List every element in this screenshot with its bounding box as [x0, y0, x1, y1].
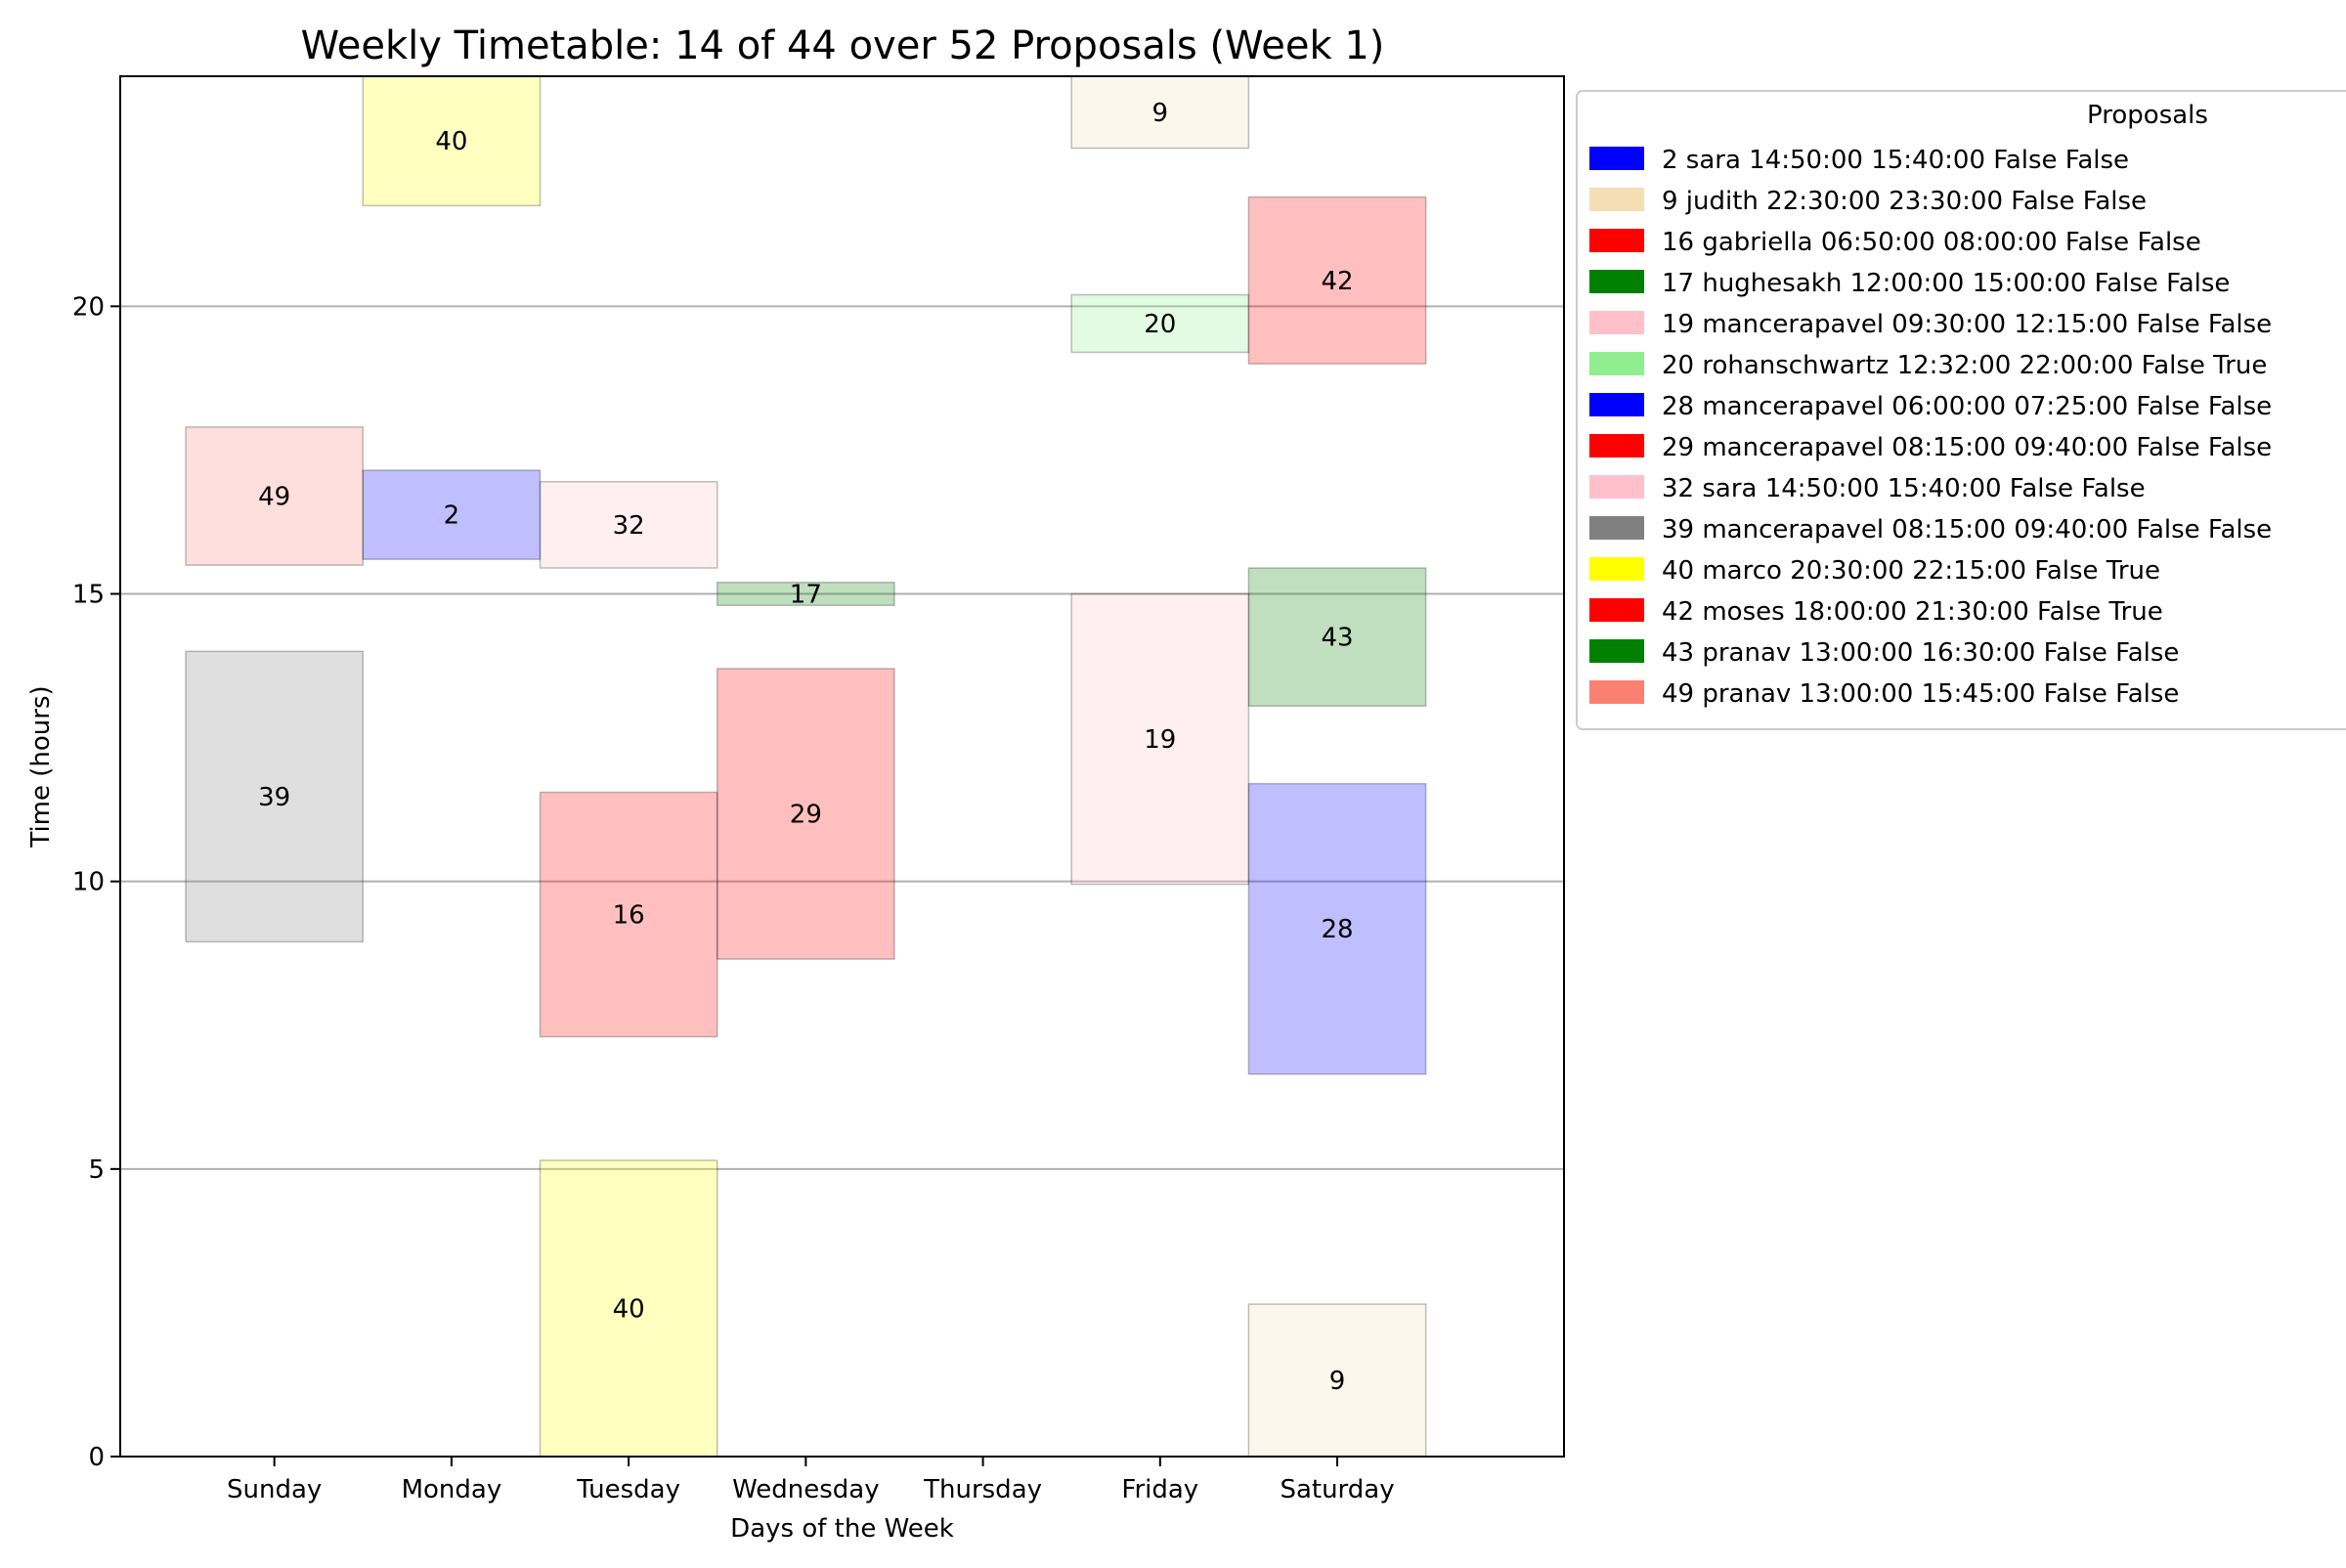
legend-swatch [1589, 188, 1644, 211]
proposal-block [185, 426, 365, 566]
y-tick-label: 0 [88, 1443, 105, 1472]
legend-swatch [1589, 352, 1644, 375]
legend-swatch [1589, 475, 1644, 499]
chart-title: Weekly Timetable: 14 of 44 over 52 Propo… [301, 23, 1385, 68]
legend-swatch [1589, 598, 1644, 622]
proposal-block-label: 28 [1321, 915, 1353, 944]
x-tick-label: Saturday [1280, 1475, 1394, 1504]
y-tick-label: 5 [88, 1155, 105, 1185]
legend-swatch [1589, 393, 1644, 416]
proposal-block [539, 791, 718, 1038]
proposal-block [1247, 1303, 1427, 1458]
gridlines [120, 305, 1564, 1170]
proposal-block-label: 16 [613, 900, 645, 930]
proposal-block [185, 650, 365, 943]
legend-box [1576, 90, 2346, 730]
legend-swatch [1589, 434, 1644, 457]
legend-entry-label: 19 mancerapavel 09:30:00 12:15:00 False … [1662, 310, 2272, 339]
legend-entry-label: 43 pranav 13:00:00 16:30:00 False False [1662, 638, 2179, 668]
proposal-block-label: 19 [1144, 725, 1176, 755]
proposal-block-label: 9 [1152, 99, 1169, 128]
proposal-block [1247, 782, 1427, 1075]
proposal-block [362, 75, 542, 207]
x-axis-label: Days of the Week [730, 1514, 954, 1544]
proposal-block-label: 20 [1144, 310, 1176, 339]
proposal-block [1070, 293, 1250, 354]
proposal-block [1247, 196, 1427, 365]
y-axis: 0 5 10 15 20 [72, 292, 120, 1472]
legend-entry-label: 17 hughesakh 12:00:00 15:00:00 False Fal… [1662, 269, 2230, 298]
x-tick-label: Friday [1121, 1475, 1198, 1504]
legend-entry-label: 9 judith 22:30:00 23:30:00 False False [1662, 187, 2147, 216]
legend-entry-label: 28 mancerapavel 06:00:00 07:25:00 False … [1662, 392, 2272, 421]
x-tick-label: Sunday [227, 1475, 322, 1504]
legend: Proposals 2 sara 14:50:00 15:40:00 False… [1576, 90, 2346, 730]
proposal-block-label: 39 [258, 783, 290, 812]
x-tick-label: Monday [402, 1475, 502, 1504]
proposal-block [1070, 592, 1250, 886]
x-tick-label: Wednesday [732, 1475, 880, 1504]
proposal-blocks: 40 9 20 42 49 2 32 17 43 39 29 19 16 28 40 9 [185, 75, 1427, 1458]
legend-entry-label: 29 mancerapavel 08:15:00 09:40:00 False … [1662, 433, 2272, 462]
proposal-block-label: 49 [258, 482, 290, 511]
legend-entry-label: 49 pranav 13:00:00 15:45:00 False False [1662, 679, 2179, 709]
plot-frame [119, 75, 1565, 1458]
proposal-block-label: 17 [790, 581, 822, 610]
proposal-block-label: 42 [1321, 267, 1353, 296]
legend-swatch [1589, 680, 1644, 704]
y-tick-label: 10 [72, 868, 105, 897]
proposal-block-label: 32 [613, 511, 645, 541]
proposal-block [716, 581, 895, 607]
y-tick-label: 15 [72, 581, 105, 610]
legend-swatch [1589, 557, 1644, 581]
x-axis: Sunday Monday Tuesday Wednesday Thursday Frid… [227, 1457, 1395, 1504]
legend-swatch [1589, 639, 1644, 663]
y-tick-label: 20 [72, 292, 105, 322]
legend-swatch [1589, 311, 1644, 334]
legend-entry-label: 39 mancerapavel 08:15:00 09:40:00 False … [1662, 515, 2272, 544]
proposal-block [1070, 75, 1250, 150]
proposal-block-label: 43 [1321, 624, 1353, 653]
legend-entry-label: 20 rohanschwartz 12:32:00 22:00:00 False… [1662, 351, 2267, 380]
legend-swatch [1589, 229, 1644, 252]
proposal-block-label: 9 [1329, 1367, 1346, 1396]
proposal-block [362, 469, 542, 560]
proposal-block-label: 40 [435, 127, 467, 156]
legend-entry-label: 2 sara 14:50:00 15:40:00 False False [1662, 146, 2129, 175]
proposal-block-label: 29 [790, 801, 822, 830]
legend-swatch [1589, 516, 1644, 540]
proposal-block [1247, 567, 1427, 707]
legend-entry-label: 42 moses 18:00:00 21:30:00 False True [1662, 597, 2163, 627]
legend-swatch [1589, 270, 1644, 293]
y-axis-label: Time (hours) [26, 685, 56, 848]
legend-entry-label: 40 marco 20:30:00 22:15:00 False True [1662, 556, 2160, 586]
proposal-block-label: 2 [444, 501, 460, 531]
legend-swatch [1589, 147, 1644, 170]
legend-title: Proposals [2087, 101, 2208, 130]
proposal-block [539, 481, 718, 569]
proposal-block-label: 40 [613, 1295, 645, 1325]
x-tick-label: Thursday [923, 1475, 1042, 1504]
x-tick-label: Tuesday [576, 1475, 680, 1504]
legend-entry-label: 32 sara 14:50:00 15:40:00 False False [1662, 474, 2146, 503]
legend-entry-label: 16 gabriella 06:50:00 08:00:00 False Fal… [1662, 228, 2201, 257]
proposal-block [539, 1159, 718, 1458]
proposal-block [716, 668, 895, 960]
